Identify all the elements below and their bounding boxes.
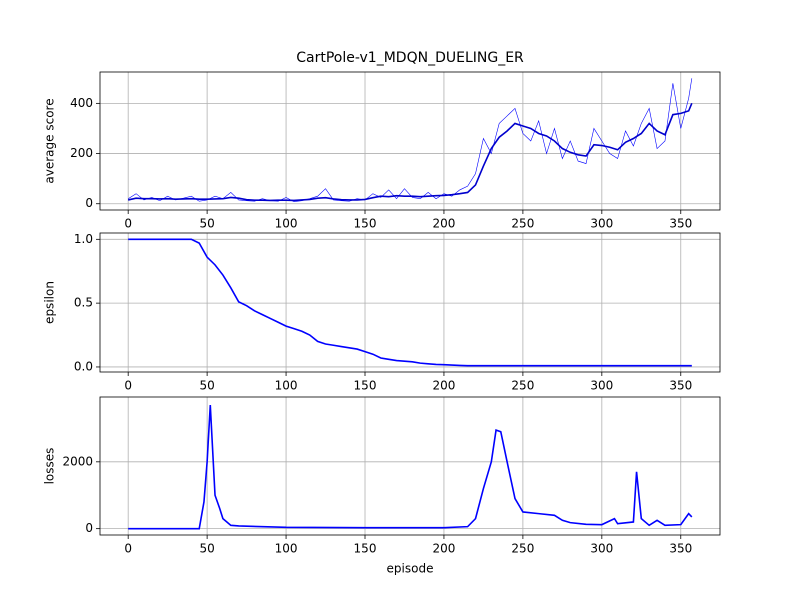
x-tick-label: 150 [354,379,377,393]
chart-title: CartPole-v1_MDQN_DUELING_ER [296,50,524,66]
x-tick-label: 300 [590,217,613,231]
y-axis-label: average score [43,98,57,183]
series-line [128,78,693,203]
x-tick-label: 300 [590,379,613,393]
x-tick-label: 0 [124,542,132,556]
y-tick-label: 2000 [62,454,93,468]
x-tick-label: 250 [511,542,534,556]
x-tick-label: 50 [199,379,214,393]
x-tick-label: 150 [354,542,377,556]
x-tick-label: 200 [432,217,455,231]
x-tick-label: 150 [354,217,377,231]
x-tick-label: 350 [669,542,692,556]
x-axis-label: episode [387,562,434,576]
axes-frame [99,71,721,211]
y-tick-label: 0 [85,196,93,210]
x-tick-label: 200 [432,542,455,556]
y-tick-label: 200 [70,146,93,160]
x-tick-label: 100 [275,217,298,231]
y-tick-label: 1.0 [74,232,93,246]
x-tick-label: 0 [124,379,132,393]
y-axis-label: losses [43,448,57,485]
x-tick-label: 350 [669,379,692,393]
x-tick-label: 50 [199,542,214,556]
x-tick-label: 0 [124,217,132,231]
y-tick-label: 0.5 [74,296,93,310]
x-tick-label: 300 [590,542,613,556]
x-tick-label: 250 [511,217,534,231]
axes-frame [99,232,721,373]
x-tick-label: 100 [275,542,298,556]
x-tick-label: 200 [432,379,455,393]
y-tick-label: 0.0 [74,359,93,373]
y-tick-label: 0 [85,521,93,535]
series-line [128,238,692,367]
series-line [128,404,693,530]
x-tick-label: 50 [199,217,214,231]
y-axis-label: epsilon [43,281,57,324]
series-line [128,103,693,202]
x-tick-label: 350 [669,217,692,231]
x-tick-label: 250 [511,379,534,393]
y-tick-label: 400 [70,96,93,110]
axes-frame [99,396,721,536]
x-tick-label: 100 [275,379,298,393]
